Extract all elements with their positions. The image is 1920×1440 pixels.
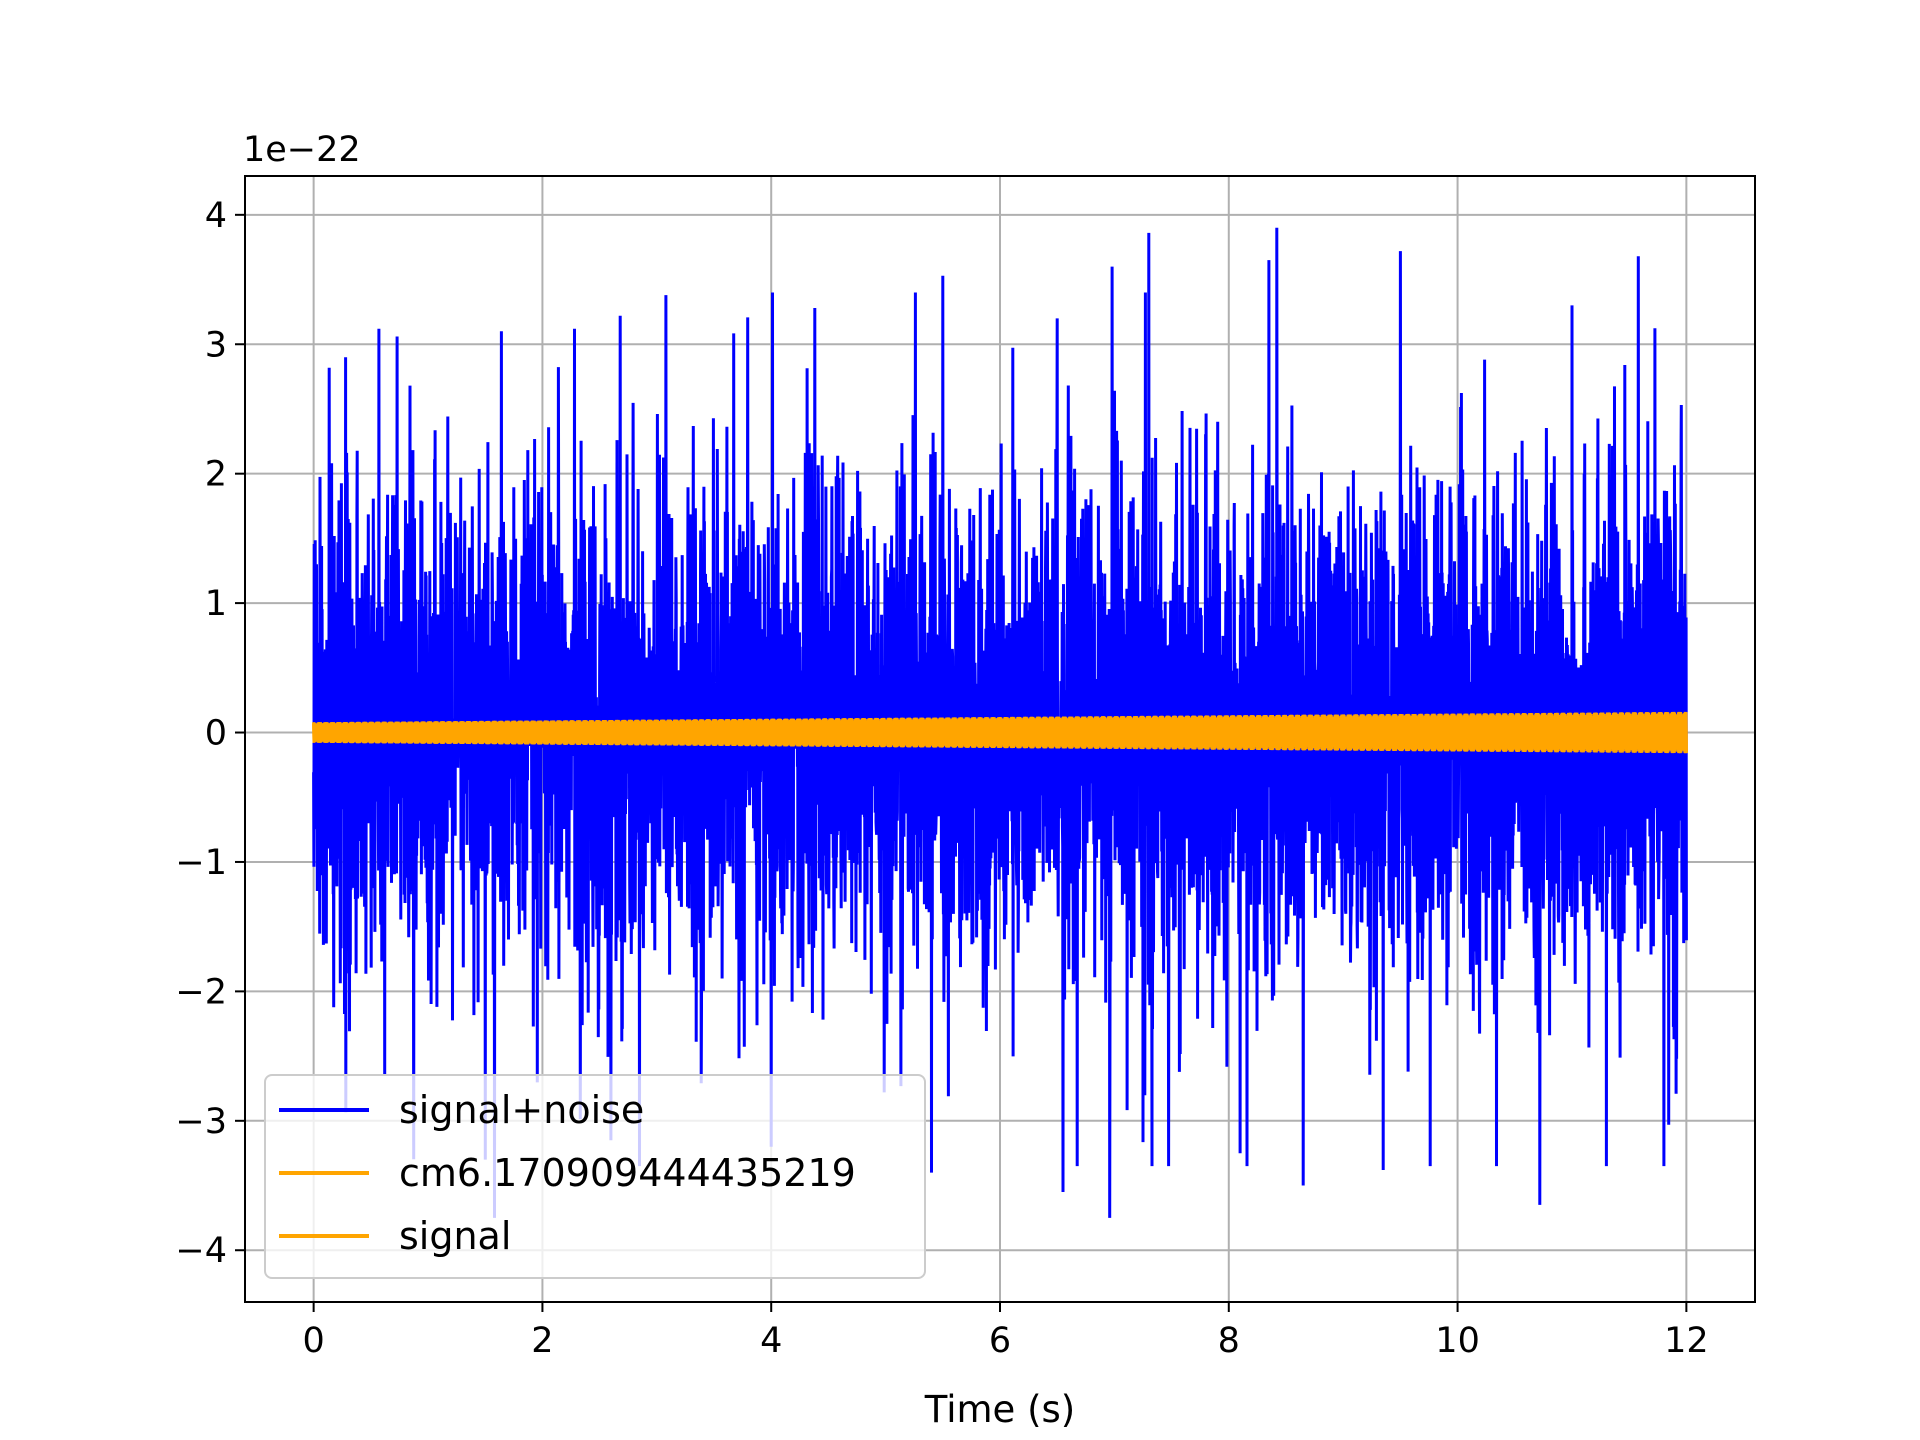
x-axis: 0 2 4 6 8 10 12 bbox=[302, 1302, 1709, 1361]
y-tick-label: 4 bbox=[205, 196, 227, 236]
y-axis: −4 −3 −2 −1 0 1 2 3 4 bbox=[175, 196, 245, 1271]
legend-label-signal: signal bbox=[399, 1214, 511, 1258]
series-signal bbox=[312, 711, 1688, 754]
legend-label-cm: cm6.170909444435219 bbox=[399, 1151, 856, 1195]
legend: signal+noise cm6.170909444435219 signal bbox=[264, 1074, 926, 1279]
y-tick-label: −1 bbox=[175, 843, 227, 883]
x-tick-label: 6 bbox=[989, 1321, 1011, 1361]
y-tick-label: 1 bbox=[205, 584, 227, 624]
y-tick-label: −3 bbox=[175, 1102, 227, 1142]
legend-label-signal-noise: signal+noise bbox=[399, 1088, 644, 1132]
y-tick-label: 0 bbox=[205, 714, 227, 754]
y-tick-label: 3 bbox=[205, 325, 227, 365]
legend-box bbox=[264, 1074, 926, 1279]
series-layer bbox=[312, 227, 1688, 1218]
x-tick-label: 4 bbox=[760, 1321, 782, 1361]
y-tick-label: 2 bbox=[205, 455, 227, 495]
y-tick-label: −2 bbox=[175, 972, 227, 1012]
x-tick-label: 12 bbox=[1664, 1321, 1709, 1361]
y-offset-text: 1e−22 bbox=[243, 130, 361, 170]
x-axis-label: Time (s) bbox=[924, 1388, 1075, 1431]
x-tick-label: 2 bbox=[531, 1321, 553, 1361]
x-tick-label: 0 bbox=[302, 1321, 324, 1361]
x-tick-label: 10 bbox=[1435, 1321, 1480, 1361]
y-tick-label: −4 bbox=[175, 1231, 227, 1271]
x-tick-label: 8 bbox=[1218, 1321, 1240, 1361]
